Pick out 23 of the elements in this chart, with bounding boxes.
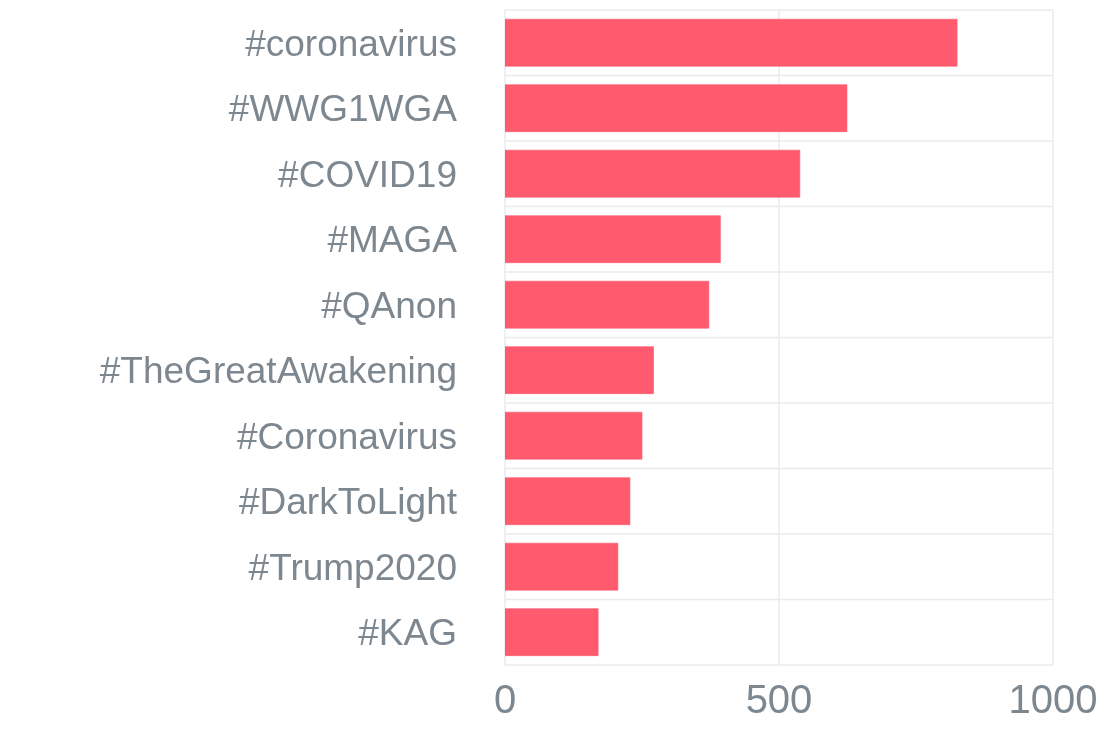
y-tick-label: #COVID19 [278,153,457,195]
bar [505,149,801,198]
bar [505,477,631,526]
bar [505,411,643,460]
bar [505,84,848,133]
y-tick-label: #MAGA [327,219,458,261]
bar [505,280,710,329]
y-tick-label: #Trump2020 [248,546,457,588]
bar [505,542,619,591]
x-tick-label: 500 [745,677,813,721]
x-tick-label: 0 [493,677,517,721]
y-tick-label: #DarkToLight [238,481,458,523]
bar [505,215,721,264]
y-tick-label: #WWG1WGA [228,88,458,130]
bar [505,608,599,657]
y-tick-label: #KAG [358,612,457,654]
bar [505,346,655,395]
y-tick-label: #TheGreatAwakening [99,350,457,392]
y-tick-label: #QAnon [321,284,457,326]
bar [505,18,958,67]
x-tick-label: 1000 [1008,677,1098,721]
y-tick-label: #Coronavirus [236,415,457,457]
y-tick-label: #coronavirus [245,22,457,64]
